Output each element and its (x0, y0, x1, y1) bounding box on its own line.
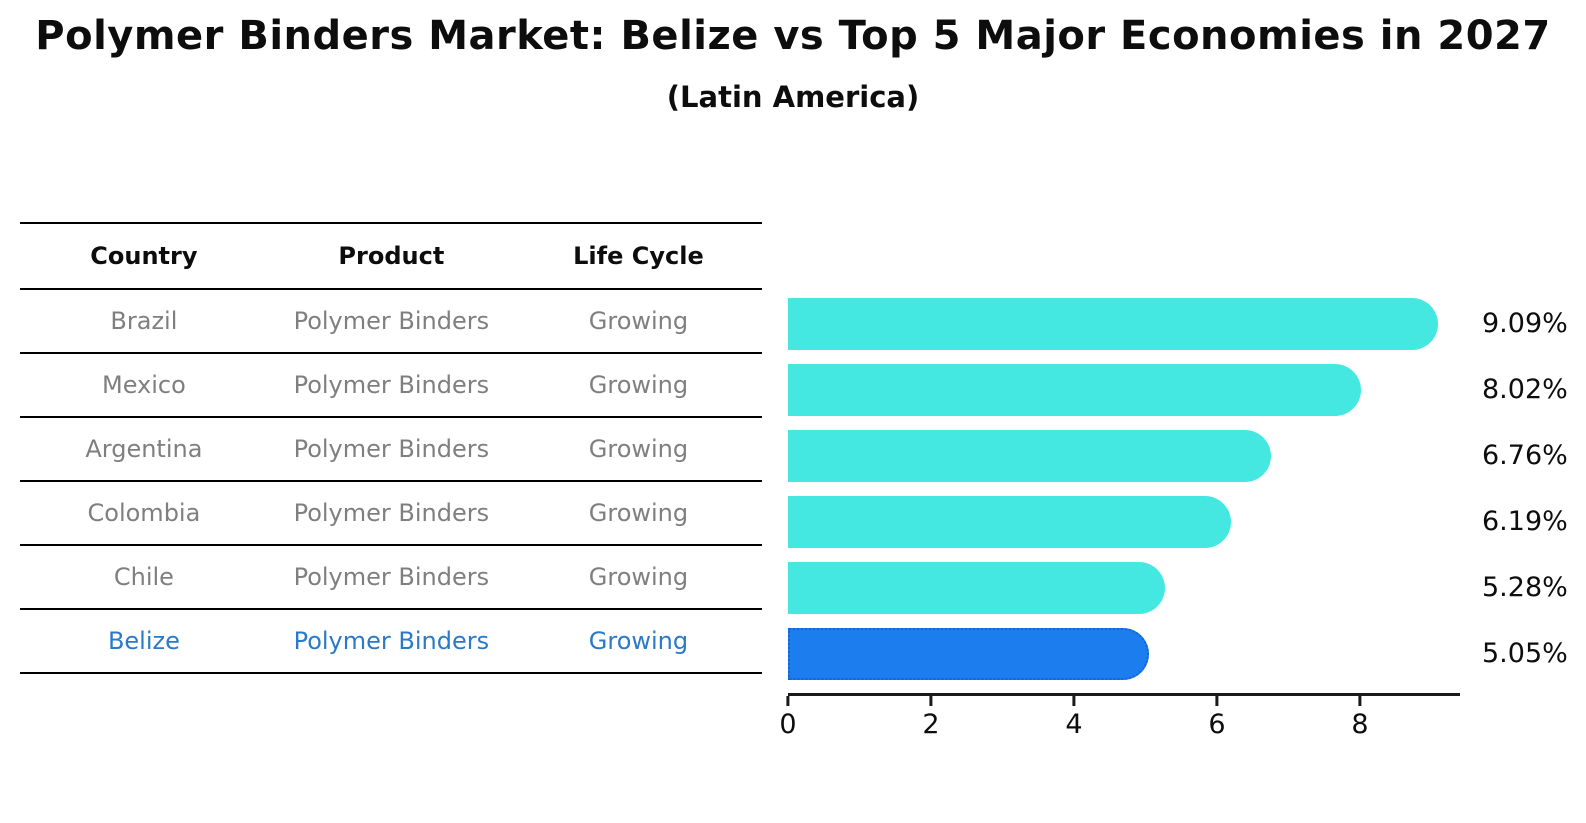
country-cell: Mexico (20, 353, 268, 418)
bar-row-mexico: 8.02% (788, 364, 1568, 416)
tick-label: 0 (779, 709, 797, 740)
country-cell: Chile (20, 545, 268, 610)
x-axis-tick: 8 (1351, 696, 1369, 740)
bar-chart: 9.09% 8.02% 6.76% 6.19% 5.28% 5.05% 0 (779, 290, 1568, 740)
bar-belize-highlighted (788, 628, 1150, 680)
bar-row-colombia: 6.19% (788, 496, 1568, 548)
country-cell: Belize (20, 609, 268, 674)
product-cell: Polymer Binders (267, 609, 515, 674)
country-info-table: Country Product Life Cycle Brazil Polyme… (20, 222, 762, 674)
life-cycle-cell: Growing (514, 289, 762, 354)
tick-mark (786, 696, 790, 706)
x-axis-tick: 4 (1065, 696, 1083, 740)
life-cycle-cell: Growing (514, 417, 762, 482)
product-cell: Polymer Binders (267, 417, 515, 482)
bar-row-argentina: 6.76% (788, 430, 1568, 482)
tick-mark (1215, 696, 1219, 706)
product-cell: Polymer Binders (267, 353, 515, 418)
life-cycle-cell: Growing (514, 481, 762, 546)
bar-value-label: 5.28% (1482, 572, 1568, 603)
bar-row-belize: 5.05% (788, 628, 1568, 680)
tick-label: 8 (1351, 709, 1369, 740)
country-cell: Argentina (20, 417, 268, 482)
bar-value-label: 9.09% (1482, 308, 1568, 339)
bar-row-chile: 5.28% (788, 562, 1568, 614)
life-cycle-cell: Growing (514, 353, 762, 418)
table-header-row: Country Product Life Cycle (20, 222, 762, 290)
product-cell: Polymer Binders (267, 545, 515, 610)
table-row-mexico: Mexico Polymer Binders Growing (20, 353, 762, 418)
country-cell: Colombia (20, 481, 268, 546)
table-row-argentina: Argentina Polymer Binders Growing (20, 417, 762, 482)
bar-value-label: 5.05% (1482, 638, 1568, 669)
column-header-life-cycle: Life Cycle (514, 222, 762, 290)
tick-label: 4 (1065, 709, 1083, 740)
bar-chile (788, 562, 1166, 614)
table-row-brazil: Brazil Polymer Binders Growing (20, 289, 762, 354)
x-axis-tick: 0 (779, 696, 797, 740)
bar-value-label: 6.19% (1482, 506, 1568, 537)
life-cycle-cell: Growing (514, 609, 762, 674)
product-cell: Polymer Binders (267, 289, 515, 354)
bar-value-label: 8.02% (1482, 374, 1568, 405)
bar-mexico (788, 364, 1362, 416)
tick-mark (929, 696, 933, 706)
tick-mark (1072, 696, 1076, 706)
table-row-belize: Belize Polymer Binders Growing (20, 609, 762, 674)
tick-label: 6 (1208, 709, 1226, 740)
bar-brazil (788, 298, 1438, 350)
column-header-product: Product (267, 222, 515, 290)
tick-mark (1358, 696, 1362, 706)
chart-subtitle: (Latin America) (666, 80, 920, 114)
bar-row-brazil: 9.09% (788, 298, 1568, 350)
x-axis-tick: 6 (1208, 696, 1226, 740)
tick-label: 2 (922, 709, 940, 740)
product-cell: Polymer Binders (267, 481, 515, 546)
column-header-country: Country (20, 222, 268, 290)
table-row-chile: Chile Polymer Binders Growing (20, 545, 762, 610)
life-cycle-cell: Growing (514, 545, 762, 610)
x-axis-tick: 2 (922, 696, 940, 740)
bar-value-label: 6.76% (1482, 440, 1568, 471)
table-row-colombia: Colombia Polymer Binders Growing (20, 481, 762, 546)
country-cell: Brazil (20, 289, 268, 354)
bar-colombia (788, 496, 1231, 548)
bar-argentina (788, 430, 1272, 482)
x-axis: 0 2 4 6 8 (779, 693, 1460, 753)
chart-title: Polymer Binders Market: Belize vs Top 5 … (35, 13, 1551, 59)
